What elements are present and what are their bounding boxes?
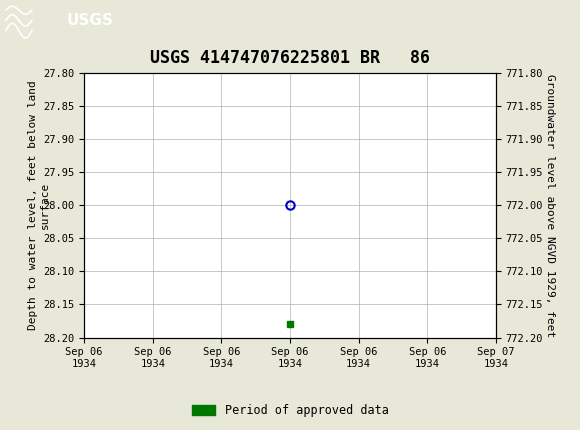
- Y-axis label: Depth to water level, feet below land
surface: Depth to water level, feet below land su…: [28, 80, 50, 330]
- Text: USGS 414747076225801 BR   86: USGS 414747076225801 BR 86: [150, 49, 430, 68]
- Legend: Period of approved data: Period of approved data: [187, 399, 393, 422]
- Text: USGS: USGS: [67, 13, 114, 28]
- Y-axis label: Groundwater level above NGVD 1929, feet: Groundwater level above NGVD 1929, feet: [545, 74, 555, 337]
- Bar: [3, 2, 41, 39]
